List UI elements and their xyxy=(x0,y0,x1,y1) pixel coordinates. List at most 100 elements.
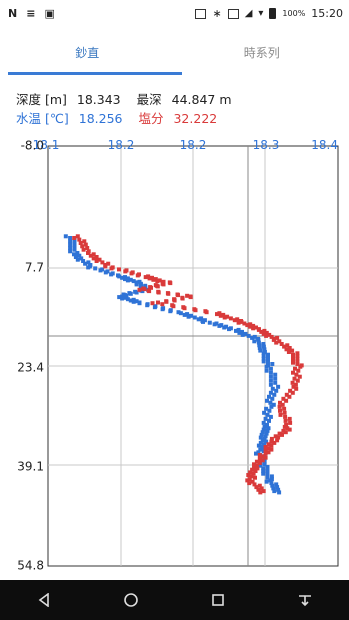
temperature-point xyxy=(268,366,273,371)
salinity-point xyxy=(188,295,193,300)
salinity-point xyxy=(135,273,140,278)
y-tick-label: 39.1 xyxy=(17,460,44,474)
salinity-point xyxy=(275,438,280,443)
salinity-point xyxy=(254,485,259,490)
battery-icon xyxy=(269,8,277,19)
temperature-point xyxy=(72,241,77,245)
salinity-point xyxy=(281,428,286,433)
temperature-point xyxy=(264,368,269,373)
salinity-point xyxy=(263,449,268,453)
salinity-point xyxy=(171,304,176,309)
nav-notification-button[interactable] xyxy=(290,585,320,615)
temperature-point xyxy=(134,282,139,287)
salinity-point xyxy=(275,335,280,340)
max-depth-value: 44.847 m xyxy=(171,92,232,107)
salinity-point xyxy=(164,299,169,304)
tab-profile[interactable]: 鈔直 xyxy=(75,46,100,60)
salinity-point xyxy=(151,277,156,282)
salinity-point xyxy=(78,241,83,245)
tab-time-series[interactable]: 時系列 xyxy=(243,46,280,60)
salinity-point xyxy=(276,435,281,440)
nav-home-button[interactable] xyxy=(116,585,146,615)
salinity-point xyxy=(286,350,291,354)
temperature-point xyxy=(268,414,273,419)
salinity-point xyxy=(263,451,268,456)
temperature-point xyxy=(72,252,76,257)
salinity-point xyxy=(260,454,265,459)
temperature-point xyxy=(252,334,257,339)
salinity-point xyxy=(247,477,252,482)
salinity-point xyxy=(232,318,237,323)
salinity-point xyxy=(295,351,300,356)
salinity-point xyxy=(264,330,269,335)
salinity-point xyxy=(182,306,187,311)
nav-recents-button[interactable] xyxy=(203,585,233,615)
salinity-point xyxy=(297,374,302,379)
salinity-point xyxy=(266,450,271,455)
salinity-point xyxy=(123,269,128,274)
nav-back-button[interactable] xyxy=(29,585,59,615)
temperature-point xyxy=(86,265,91,270)
salinity-point xyxy=(291,384,296,389)
nfc-icon xyxy=(227,8,239,19)
temperature-point xyxy=(266,352,270,357)
salinity-point xyxy=(249,474,254,479)
temperature-point xyxy=(83,261,88,266)
salinity-point xyxy=(283,414,288,419)
temperature-point xyxy=(68,239,73,244)
profile-chart[interactable]: 18.1 18.2 18.2 18.3 18.4 -8.0 7.7 23.4 3… xyxy=(0,140,349,580)
salinity-point xyxy=(294,372,299,377)
salinity-point xyxy=(103,264,108,269)
salinity-point xyxy=(291,352,295,357)
salinity-point xyxy=(247,481,252,486)
salinity-point xyxy=(252,462,256,467)
salinity-point xyxy=(283,418,288,423)
temperature-point xyxy=(254,451,258,456)
temperature-point xyxy=(258,348,263,353)
temperature-point xyxy=(270,386,275,391)
salinity-point xyxy=(269,439,274,444)
salinity-point xyxy=(279,342,284,346)
temperature-point xyxy=(189,313,193,318)
temperature-point xyxy=(268,374,273,379)
temperature-point xyxy=(186,314,191,319)
salinity-point xyxy=(284,347,289,352)
y-tick-labels: -8.0 7.7 23.4 39.1 54.8 xyxy=(17,140,44,573)
salinity-point xyxy=(291,358,295,362)
series-layer xyxy=(63,234,304,495)
salinity-point xyxy=(248,324,253,329)
temperature-point xyxy=(93,266,98,271)
temperature-point xyxy=(192,315,197,320)
temperature-point xyxy=(265,475,270,480)
salinity-point xyxy=(185,293,190,298)
temperature-point xyxy=(256,337,261,342)
salinity-point xyxy=(245,478,250,483)
salinity-point xyxy=(256,487,261,492)
temperature-point xyxy=(270,362,275,366)
salinity-point xyxy=(97,257,102,262)
temperature-point xyxy=(261,344,266,349)
temperature-point xyxy=(261,356,266,361)
temperature-point xyxy=(266,355,270,360)
salinity-point xyxy=(72,236,77,240)
temperature-point xyxy=(274,482,279,487)
temperature-point xyxy=(265,422,269,427)
temperature-point xyxy=(168,309,173,314)
salinity-point xyxy=(278,400,282,405)
salinity-point xyxy=(85,246,90,250)
temperature-point xyxy=(68,246,73,250)
salinity-point xyxy=(295,362,300,366)
temperature-point xyxy=(131,279,136,284)
temperature-point xyxy=(271,402,276,407)
temperature-point xyxy=(268,378,273,383)
temperature-point xyxy=(268,390,273,395)
salinity-point xyxy=(266,442,271,447)
clock: 15:20 xyxy=(311,7,343,20)
salinity-point xyxy=(251,326,256,331)
temperature-point xyxy=(273,376,278,381)
temperature-point xyxy=(276,487,281,492)
temperature-point xyxy=(268,400,273,405)
salinity-point xyxy=(260,458,265,463)
temperature-point xyxy=(261,420,266,425)
temperature-point xyxy=(176,310,181,315)
